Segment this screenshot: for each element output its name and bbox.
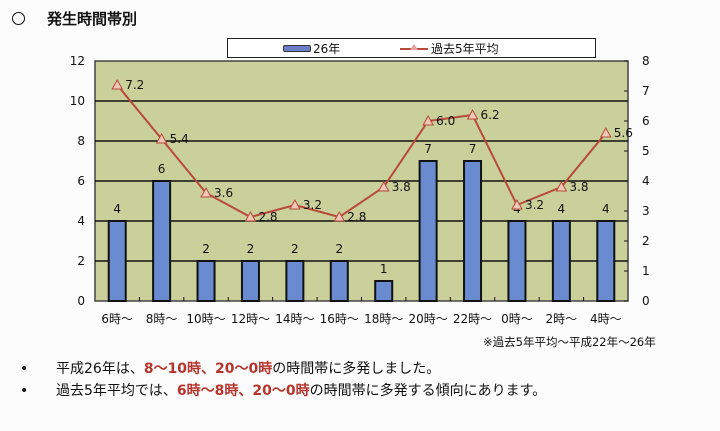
bar-value-label: 4 [602, 202, 610, 216]
line-value-label: 2.8 [347, 210, 366, 224]
bar [418, 160, 438, 302]
legend-bar-label: 26年 [313, 42, 341, 56]
bar-swatch-icon [283, 45, 311, 52]
bar [463, 160, 483, 302]
y-left-tick: 6 [77, 174, 85, 188]
bar [329, 260, 349, 302]
x-category-label: 14時～ [275, 312, 314, 326]
bar-value-label: 6 [158, 162, 166, 176]
line-value-label: 6.2 [481, 108, 500, 122]
bar-value-label: 1 [380, 262, 388, 276]
bullet-dot-icon: • [20, 383, 29, 399]
y-left-tick: 2 [77, 254, 85, 268]
triangle-marker-icon [244, 210, 257, 222]
bar [240, 260, 260, 302]
y-left-tick: 8 [77, 134, 85, 148]
x-category-label: 18時～ [364, 312, 403, 326]
y-right-tick: 8 [642, 54, 650, 68]
bar-value-label: 2 [291, 242, 299, 256]
y-left-tick: 4 [77, 214, 85, 228]
bar [107, 220, 127, 302]
x-category-label: 12時～ [231, 312, 270, 326]
bullet-highlight: 8～10時、20～0時 [143, 361, 273, 377]
x-category-label: 4時～ [590, 312, 622, 326]
triangle-marker-icon [111, 78, 124, 90]
x-category-label: 2時～ [546, 312, 578, 326]
x-category-label: 22時～ [453, 312, 492, 326]
triangle-marker-icon [333, 210, 346, 222]
bullet-item: • 平成26年は、 8～10時、20～0時 の時間帯に多発しました。 [20, 358, 546, 380]
bullet-item: • 過去5年平均では、 6時～8時、20～0時 の時間帯に多発する傾向にあります。 [20, 380, 546, 402]
line-value-label: 3.2 [525, 198, 544, 212]
bullet-text: 過去5年平均では、 [56, 383, 177, 399]
bar [596, 220, 616, 302]
average-line [116, 84, 607, 219]
bar-value-label: 7 [469, 142, 477, 156]
bar-value-label: 7 [424, 142, 432, 156]
y-left-tick: 12 [70, 54, 85, 68]
circle-bullet-icon [12, 12, 25, 25]
line-value-label: 3.2 [303, 198, 322, 212]
triangle-marker-icon [422, 114, 434, 126]
bullet-text: の時間帯に多発しました。 [272, 361, 441, 377]
bar-value-label: 4 [113, 202, 121, 216]
bar-value-label: 2 [202, 242, 210, 256]
bar-value-label: 4 [558, 202, 566, 216]
x-category-label: 10時～ [186, 312, 225, 326]
y-right-tick: 2 [642, 234, 650, 248]
y-right-tick: 4 [642, 174, 650, 188]
x-category-label: 8時～ [146, 312, 178, 326]
bar [374, 280, 394, 302]
y-right-tick: 1 [642, 264, 650, 278]
bar [152, 180, 172, 302]
triangle-marker-icon [289, 198, 301, 210]
line-value-label: 5.4 [170, 132, 189, 146]
bullet-highlight: 6時～8時、20～0時 [176, 383, 310, 399]
bar-value-label: 2 [247, 242, 255, 256]
x-category-label: 0時～ [501, 312, 533, 326]
line-value-label: 5.6 [614, 126, 633, 140]
legend-line-label: 過去5年平均 [431, 42, 499, 56]
bar [196, 260, 216, 302]
x-category-label: 16時～ [320, 312, 359, 326]
y-right-tick: 7 [642, 84, 650, 98]
triangle-marker-icon [155, 132, 168, 144]
triangle-marker-icon [599, 126, 612, 138]
x-category-label: 6時～ [101, 312, 133, 326]
line-value-label: 3.8 [569, 180, 588, 194]
bullet-text: 平成26年は、 [56, 361, 144, 377]
x-category-label: 20時～ [408, 312, 447, 326]
y-left-tick: 10 [70, 94, 85, 108]
y-right-tick: 0 [642, 294, 650, 308]
y-right-tick: 3 [642, 204, 650, 218]
bullet-dot-icon: • [20, 361, 29, 377]
chart-title: 発生時間帯別 [12, 8, 137, 29]
legend-item-bar: 26年 [283, 40, 340, 57]
y-right-tick: 6 [642, 114, 650, 128]
title-text: 発生時間帯別 [47, 10, 138, 28]
line-value-label: 2.8 [258, 210, 277, 224]
legend-item-line: 過去5年平均 [400, 40, 499, 57]
legend: 26年 過去5年平均 [227, 38, 596, 58]
triangle-marker-icon [466, 108, 479, 120]
bar [285, 260, 305, 302]
bullet-text: の時間帯に多発する傾向にあります。 [309, 383, 547, 399]
triangle-marker-icon [377, 180, 390, 192]
line-value-label: 3.6 [214, 186, 233, 200]
line-value-label: 7.2 [125, 78, 144, 92]
triangle-marker-icon [555, 180, 568, 192]
triangle-marker-icon [511, 198, 523, 210]
summary-bullets: • 平成26年は、 8～10時、20～0時 の時間帯に多発しました。 • 過去5年… [20, 358, 546, 402]
y-right-tick: 5 [642, 144, 650, 158]
bar-value-label: 2 [335, 242, 343, 256]
line-value-label: 6.0 [436, 114, 455, 128]
bar [507, 220, 527, 302]
footnote: ※過去5年平均～平成22年～26年 [483, 335, 656, 349]
line-triangle-marker-icon [400, 43, 428, 50]
chart-area: 02468101201234567846時～68時～210時～212時～214時… [70, 54, 650, 326]
triangle-marker-icon [200, 186, 212, 198]
bar [551, 220, 571, 302]
y-left-tick: 0 [77, 294, 85, 308]
line-value-label: 3.8 [392, 180, 411, 194]
